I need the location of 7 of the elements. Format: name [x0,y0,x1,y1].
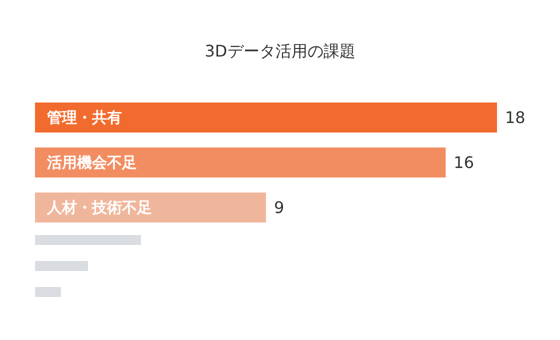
y-tick-label: 活用機会不足 [46,154,137,172]
data-label: 9 [274,198,284,217]
y-tick-label: 管理・共有 [46,108,122,126]
y-tick-label: 人材・技術不足 [46,198,152,216]
data-label: 16 [454,153,474,172]
data-label: 18 [505,108,526,127]
chart-title: 3Dデータ活用の課題 [204,42,356,60]
